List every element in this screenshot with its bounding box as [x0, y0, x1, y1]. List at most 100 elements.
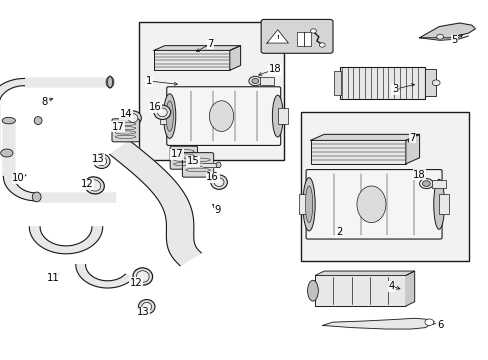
Ellipse shape: [154, 105, 170, 120]
Polygon shape: [76, 265, 133, 288]
Text: 3: 3: [391, 84, 397, 94]
Circle shape: [310, 29, 316, 33]
Text: 10: 10: [12, 173, 25, 183]
Ellipse shape: [32, 192, 41, 202]
Polygon shape: [310, 134, 419, 140]
Text: 9: 9: [214, 204, 221, 215]
Text: 6: 6: [436, 320, 443, 330]
Ellipse shape: [302, 178, 314, 231]
Polygon shape: [315, 271, 414, 275]
Ellipse shape: [124, 111, 141, 125]
Text: 17: 17: [170, 149, 183, 159]
Ellipse shape: [133, 268, 152, 285]
Bar: [425, 69, 435, 96]
Text: 7: 7: [206, 39, 213, 49]
Circle shape: [436, 34, 443, 39]
Ellipse shape: [97, 157, 106, 166]
Bar: [333, 71, 340, 95]
Polygon shape: [109, 141, 201, 266]
Circle shape: [251, 78, 258, 84]
FancyBboxPatch shape: [261, 19, 332, 53]
Bar: [431, 180, 446, 188]
Ellipse shape: [84, 177, 104, 194]
Ellipse shape: [307, 280, 318, 301]
Ellipse shape: [138, 300, 155, 314]
Bar: [260, 77, 273, 85]
Polygon shape: [419, 23, 474, 40]
Text: 8: 8: [42, 96, 48, 107]
Text: 18: 18: [412, 170, 425, 180]
FancyBboxPatch shape: [305, 170, 441, 239]
Text: 5: 5: [450, 35, 457, 45]
Polygon shape: [405, 271, 414, 306]
Circle shape: [319, 43, 325, 47]
Text: 13: 13: [136, 307, 149, 318]
Bar: [160, 108, 169, 125]
Circle shape: [431, 80, 439, 86]
Ellipse shape: [163, 94, 176, 138]
Ellipse shape: [305, 186, 312, 222]
Ellipse shape: [142, 302, 151, 311]
Ellipse shape: [210, 175, 227, 189]
Text: 4: 4: [387, 281, 393, 291]
Bar: [139, 22, 283, 160]
Text: 2: 2: [336, 227, 343, 237]
Ellipse shape: [209, 101, 233, 131]
Text: 14: 14: [120, 109, 132, 120]
Polygon shape: [24, 78, 110, 86]
FancyBboxPatch shape: [166, 87, 280, 145]
Polygon shape: [229, 46, 240, 70]
Bar: [154, 50, 229, 70]
Ellipse shape: [1, 149, 13, 157]
Bar: [310, 140, 405, 164]
Ellipse shape: [157, 108, 167, 117]
Text: 12: 12: [81, 179, 93, 189]
Polygon shape: [266, 30, 288, 43]
Polygon shape: [405, 134, 419, 164]
Bar: [339, 67, 425, 99]
Polygon shape: [419, 23, 474, 38]
Circle shape: [419, 179, 432, 189]
Text: 16: 16: [206, 172, 219, 182]
Polygon shape: [154, 46, 240, 50]
Bar: [277, 108, 287, 125]
Polygon shape: [29, 227, 102, 254]
Polygon shape: [0, 78, 24, 104]
Circle shape: [422, 181, 429, 186]
Text: 7: 7: [408, 132, 415, 143]
Text: 13: 13: [91, 154, 104, 164]
Ellipse shape: [128, 114, 138, 122]
Ellipse shape: [272, 95, 283, 137]
Polygon shape: [203, 163, 218, 167]
Text: 17: 17: [112, 122, 124, 132]
Circle shape: [248, 76, 261, 86]
FancyBboxPatch shape: [112, 119, 139, 142]
Ellipse shape: [165, 101, 173, 131]
Text: 16: 16: [149, 102, 162, 112]
FancyBboxPatch shape: [170, 146, 197, 169]
Ellipse shape: [136, 271, 149, 282]
Ellipse shape: [433, 179, 444, 229]
Polygon shape: [322, 318, 430, 329]
Text: 12: 12: [129, 278, 142, 288]
Ellipse shape: [2, 117, 16, 124]
Bar: [299, 194, 308, 214]
Bar: [300, 112, 468, 261]
Ellipse shape: [216, 162, 221, 168]
Ellipse shape: [88, 180, 101, 191]
Ellipse shape: [356, 186, 385, 222]
Text: 11: 11: [46, 273, 59, 283]
Polygon shape: [3, 121, 14, 176]
Bar: [315, 275, 405, 306]
FancyBboxPatch shape: [182, 153, 213, 177]
Bar: [438, 194, 448, 214]
Ellipse shape: [214, 178, 224, 186]
Text: 15: 15: [186, 156, 199, 166]
Polygon shape: [37, 193, 115, 201]
Text: 1: 1: [145, 76, 152, 86]
Bar: [297, 32, 310, 46]
Text: 18: 18: [268, 64, 281, 74]
Circle shape: [424, 319, 433, 325]
Ellipse shape: [106, 77, 114, 87]
Ellipse shape: [34, 117, 42, 125]
